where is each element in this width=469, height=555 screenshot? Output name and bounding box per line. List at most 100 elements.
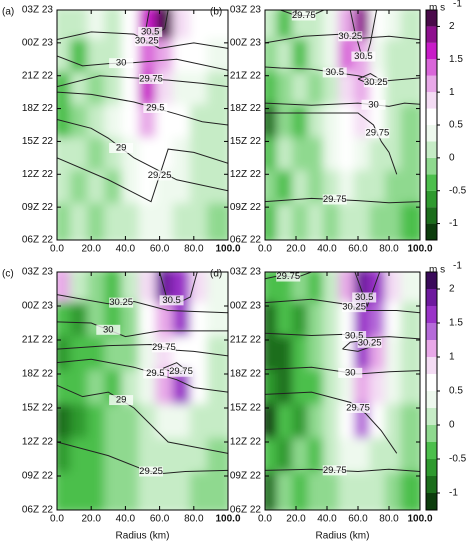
x-tick-label: 60.0 — [150, 514, 170, 525]
colorbar-bin — [426, 357, 437, 374]
field — [57, 272, 228, 510]
colorbar-bin — [426, 10, 437, 27]
contour-label-bg — [143, 103, 168, 114]
colorbar-bin — [426, 42, 437, 60]
plot-frame — [264, 271, 421, 511]
contour-label-bg — [338, 367, 363, 378]
panel-label: (a) — [2, 7, 14, 18]
y-tick-label: 09Z 22 — [230, 471, 262, 482]
y-tick-label: 21Z 22 — [230, 70, 262, 81]
field-cell — [206, 10, 228, 47]
contour-label-bg — [109, 395, 134, 406]
y-tick-label: 12Z 22 — [22, 437, 54, 448]
field-cell — [206, 71, 228, 113]
contour-label: 30 — [103, 324, 114, 335]
y-tick-label: 12Z 22 — [230, 437, 262, 448]
contour-label: 30.25 — [342, 302, 366, 313]
x-tick-label: 0.0 — [50, 514, 64, 525]
colorbar-bin — [426, 108, 437, 125]
colorbar-tick-label: 1.5 — [449, 318, 463, 329]
contour-label: 30.5 — [326, 67, 345, 78]
colorbar-tick-label: 2 — [449, 284, 455, 295]
colorbar-tick-label: 1 — [449, 352, 455, 363]
panel: 29.75 30.5 30.25 30.5 30.25 30 29.75 29.75 06Z 2… — [210, 0, 467, 255]
field-cell — [206, 472, 228, 510]
contour-label-bg — [143, 368, 168, 379]
plot-frame — [56, 271, 229, 511]
y-tick-label: 09Z 22 — [230, 202, 262, 213]
field-cell — [400, 71, 420, 113]
colorbar-bin — [426, 125, 437, 142]
x-tick-label: 100.0 — [407, 514, 432, 525]
colorbar-bin — [426, 391, 437, 408]
field-cell — [400, 336, 420, 378]
colorbar-tick-label: -0.5 — [449, 185, 467, 196]
field — [265, 272, 420, 510]
colorbar-bin — [426, 190, 437, 208]
field-cell — [206, 438, 228, 480]
contour-label: 29.75 — [323, 194, 347, 205]
colorbar-bin — [426, 340, 437, 357]
x-tick-label: 100.0 — [215, 244, 240, 255]
y-tick-label: 00Z 23 — [22, 37, 54, 48]
contour-label-bg — [322, 465, 347, 476]
contour-label: 30.25 — [358, 337, 382, 348]
x-tick-label: 100.0 — [407, 244, 432, 255]
contour-label-bg — [168, 366, 193, 377]
y-tick-label: 09Z 22 — [22, 202, 54, 213]
x-axis-label: Radius (km) — [116, 531, 170, 542]
y-tick-label: 03Z 23 — [230, 267, 262, 278]
colorbar-bin — [426, 493, 437, 510]
y-tick-label: 06Z 22 — [230, 235, 262, 246]
contour-label-bg — [357, 337, 382, 348]
field-cell — [400, 170, 420, 212]
y-tick-label: 21Z 22 — [22, 70, 54, 81]
panel-label: (d) — [210, 269, 222, 280]
contour-label-bg — [363, 77, 388, 88]
x-tick-label: 20.0 — [286, 244, 306, 255]
x-tick-label: 40.0 — [116, 514, 136, 525]
contour-label-bg — [96, 324, 121, 335]
y-tick-label: 21Z 22 — [22, 335, 54, 346]
field-cell — [400, 438, 420, 480]
contour-label: 30 — [368, 99, 379, 110]
contour-label: 29.25 — [139, 466, 163, 477]
contour-label-bg — [338, 31, 363, 42]
field-cell — [400, 472, 420, 510]
colorbar-bin — [426, 476, 437, 493]
colorbar-units-exponent: -1 — [453, 261, 462, 272]
field-cell — [206, 272, 228, 310]
colorbar-bin — [426, 289, 437, 306]
y-tick-label: 15Z 22 — [22, 403, 54, 414]
field-cell — [206, 104, 228, 146]
contour-label-bg — [159, 295, 184, 306]
colorbar-bin — [426, 459, 437, 476]
contour-label-bg — [139, 466, 164, 477]
y-tick-label: 06Z 22 — [22, 505, 54, 516]
contour-label-bg — [365, 128, 390, 139]
colorbar-tick-label: -1 — [449, 218, 458, 229]
x-tick-label: 0.0 — [258, 514, 272, 525]
contour-label-bg — [346, 403, 370, 413]
colorbar-bin — [426, 59, 437, 76]
colorbar-bin — [426, 223, 437, 240]
contour-line — [354, 272, 381, 308]
x-tick-label: 20.0 — [81, 244, 101, 255]
colorbar-tick-label: 0.5 — [449, 120, 463, 131]
contour-label-bg — [134, 36, 159, 47]
contour-label: 29.75 — [152, 342, 176, 353]
y-tick-label: 12Z 22 — [230, 169, 262, 180]
contour-label-bg — [138, 26, 163, 37]
colorbar-bin — [426, 374, 437, 391]
contour-label: 29.5 — [146, 368, 165, 379]
colorbar-bin — [426, 306, 437, 323]
x-tick-label: 100.0 — [215, 514, 240, 525]
x-tick-label: 40.0 — [317, 514, 337, 525]
field-cell — [400, 272, 420, 310]
contour-label: 29.25 — [148, 170, 172, 181]
contour-line — [57, 321, 228, 338]
y-tick-label: 21Z 22 — [230, 335, 262, 346]
contour-label-bg — [151, 342, 176, 353]
contour-label: 30.25 — [364, 77, 388, 88]
colorbar-bin — [426, 92, 437, 109]
